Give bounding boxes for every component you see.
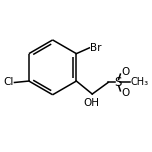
Text: Br: Br (90, 43, 101, 53)
Text: OH: OH (83, 98, 100, 108)
Text: CH₃: CH₃ (131, 78, 149, 88)
Text: O: O (122, 67, 130, 77)
Text: Cl: Cl (3, 78, 14, 88)
Text: O: O (122, 88, 130, 98)
Text: S: S (114, 76, 121, 89)
